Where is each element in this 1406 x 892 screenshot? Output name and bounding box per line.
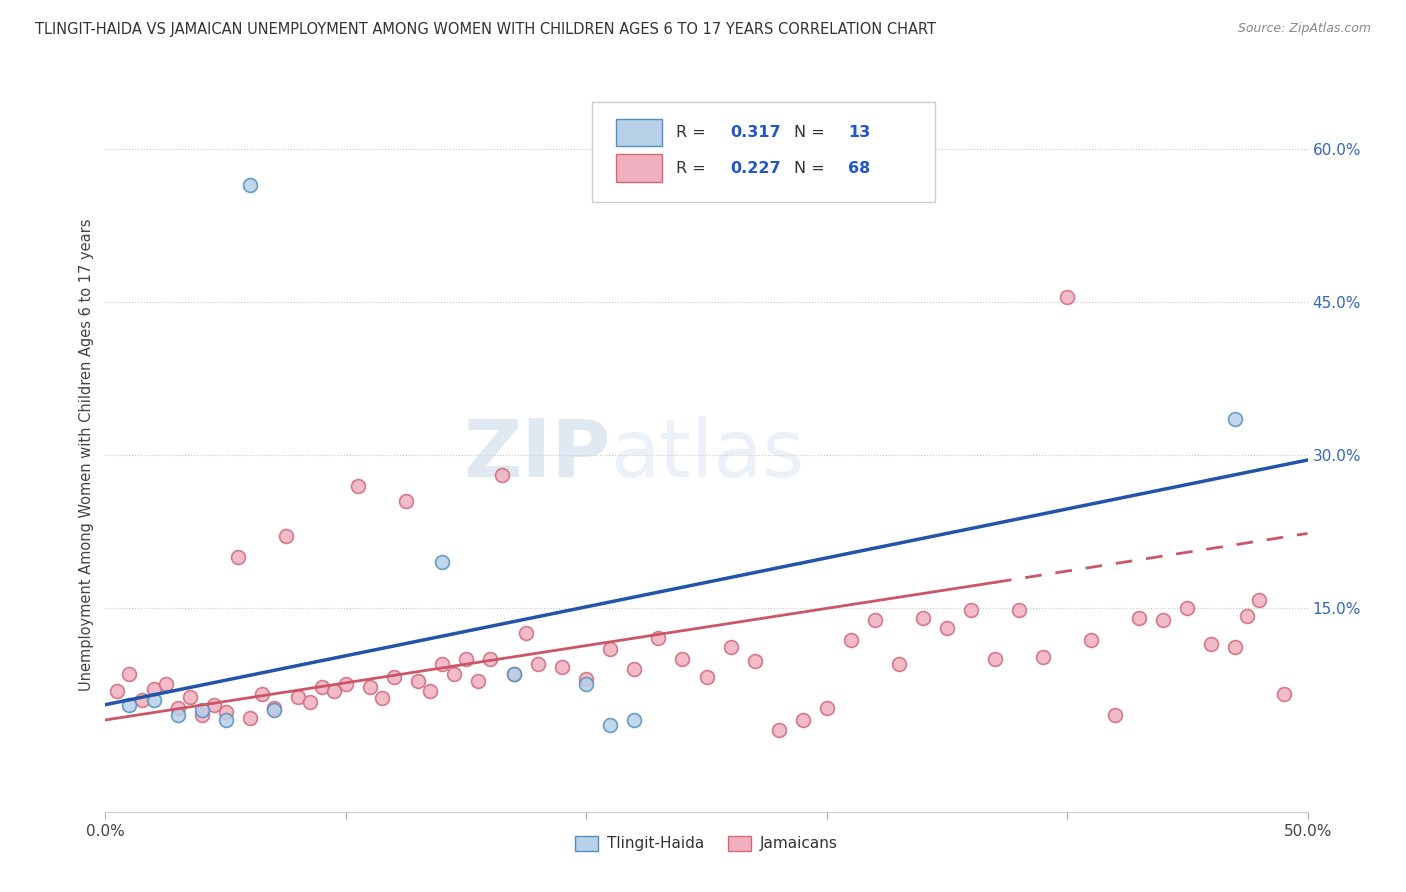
Point — [503, 667, 526, 681]
Point — [911, 611, 934, 625]
Point — [202, 698, 225, 712]
Point — [142, 692, 165, 706]
Point — [815, 700, 838, 714]
Point — [623, 713, 645, 727]
Point — [311, 681, 333, 695]
Bar — [616, 154, 662, 182]
Point — [190, 703, 212, 717]
Point — [960, 603, 983, 617]
Point — [1272, 688, 1295, 702]
Point — [430, 555, 453, 569]
Text: N =: N = — [794, 161, 830, 176]
Point — [1225, 640, 1247, 654]
Point — [166, 700, 188, 714]
Point — [190, 707, 212, 722]
Point — [515, 626, 537, 640]
Point — [263, 700, 285, 714]
Point — [1056, 290, 1078, 304]
Point — [792, 713, 814, 727]
Text: R =: R = — [676, 125, 711, 140]
Point — [239, 711, 262, 725]
Point — [107, 684, 129, 698]
Point — [406, 674, 429, 689]
Point — [118, 698, 141, 712]
Point — [274, 529, 297, 543]
Point — [298, 695, 321, 709]
Point — [1201, 636, 1223, 650]
Point — [155, 677, 177, 691]
Point — [599, 718, 621, 732]
Point — [503, 667, 526, 681]
Text: ZIP: ZIP — [463, 416, 610, 494]
Point — [1175, 600, 1198, 615]
Text: atlas: atlas — [610, 416, 804, 494]
Point — [491, 468, 513, 483]
Text: 68: 68 — [848, 161, 870, 176]
Point — [696, 670, 718, 684]
Point — [250, 688, 273, 702]
Point — [142, 682, 165, 697]
Point — [335, 677, 357, 691]
Point — [1080, 633, 1102, 648]
Point — [359, 681, 381, 695]
Point — [214, 705, 236, 719]
Point — [1236, 609, 1258, 624]
Point — [454, 652, 477, 666]
Point — [395, 493, 418, 508]
Point — [287, 690, 309, 704]
Point — [1104, 707, 1126, 722]
Point — [347, 478, 370, 492]
Point — [863, 613, 886, 627]
Point — [131, 692, 153, 706]
Point — [744, 654, 766, 668]
Point — [419, 684, 441, 698]
Text: R =: R = — [676, 161, 711, 176]
Text: 13: 13 — [848, 125, 870, 140]
Text: 0.317: 0.317 — [731, 125, 782, 140]
Point — [118, 667, 141, 681]
Point — [1249, 592, 1271, 607]
Point — [166, 707, 188, 722]
Y-axis label: Unemployment Among Women with Children Ages 6 to 17 years: Unemployment Among Women with Children A… — [79, 219, 94, 691]
Point — [887, 657, 910, 671]
Point — [1008, 603, 1031, 617]
Point — [720, 640, 742, 654]
Text: Source: ZipAtlas.com: Source: ZipAtlas.com — [1237, 22, 1371, 36]
Point — [263, 703, 285, 717]
Point — [467, 674, 489, 689]
Text: 0.227: 0.227 — [731, 161, 782, 176]
Point — [1152, 613, 1174, 627]
Point — [214, 713, 236, 727]
Point — [671, 652, 693, 666]
Point — [239, 178, 262, 192]
Bar — [616, 119, 662, 146]
Point — [599, 641, 621, 656]
Point — [443, 667, 465, 681]
Point — [575, 677, 598, 691]
Point — [551, 660, 574, 674]
Point — [1225, 412, 1247, 426]
Point — [1128, 611, 1150, 625]
Text: TLINGIT-HAIDA VS JAMAICAN UNEMPLOYMENT AMONG WOMEN WITH CHILDREN AGES 6 TO 17 YE: TLINGIT-HAIDA VS JAMAICAN UNEMPLOYMENT A… — [35, 22, 936, 37]
Point — [226, 549, 249, 564]
Point — [936, 621, 959, 635]
Point — [575, 672, 598, 686]
Point — [527, 657, 550, 671]
Point — [179, 690, 201, 704]
Point — [371, 690, 394, 705]
FancyBboxPatch shape — [592, 102, 935, 202]
Legend: Tlingit-Haida, Jamaicans: Tlingit-Haida, Jamaicans — [569, 830, 844, 857]
Text: N =: N = — [794, 125, 830, 140]
Point — [839, 633, 862, 648]
Point — [430, 657, 453, 671]
Point — [322, 684, 344, 698]
Point — [647, 632, 669, 646]
Point — [479, 652, 502, 666]
Point — [623, 662, 645, 676]
Point — [984, 652, 1007, 666]
Point — [1032, 649, 1054, 664]
Point — [768, 723, 790, 738]
Point — [382, 670, 405, 684]
